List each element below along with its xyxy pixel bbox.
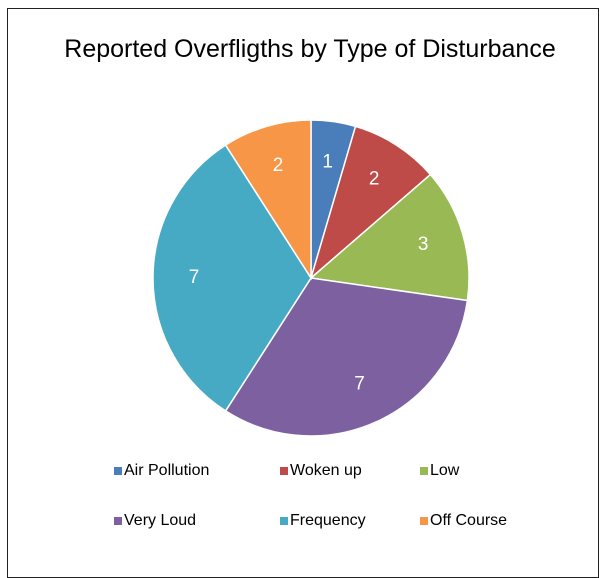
legend-swatch <box>280 467 288 475</box>
legend-label: Air Pollution <box>124 462 209 479</box>
chart: 1 2 3 7 7 2 Air Pollution Woken up Low Very Loud F… <box>114 119 507 529</box>
legend-label: Low <box>430 462 460 479</box>
pie-slice <box>224 119 312 281</box>
data-label: 2 <box>369 169 380 190</box>
legend-swatch <box>280 517 288 525</box>
legend-swatch <box>114 467 122 475</box>
pie-slice <box>152 144 312 412</box>
legend-label: Frequency <box>290 512 366 529</box>
legend-swatch <box>420 517 428 525</box>
legend-label: Very Loud <box>124 512 196 529</box>
legend-swatch <box>114 517 122 525</box>
data-label: 7 <box>189 267 200 288</box>
chart-title: Reported Overfligths by Type of Disturba… <box>64 35 556 63</box>
data-label: 7 <box>354 373 365 394</box>
data-label: 2 <box>273 155 284 176</box>
legend-label: Woken up <box>290 462 362 479</box>
legend-label: Off Course <box>430 512 507 529</box>
pie-slice <box>309 125 432 281</box>
data-label: 3 <box>418 234 429 255</box>
legend-swatch <box>420 467 428 475</box>
page: Reported Overfligths by Type of Disturba… <box>7 8 599 578</box>
pie-slice <box>309 173 470 302</box>
data-label: 1 <box>322 151 333 172</box>
